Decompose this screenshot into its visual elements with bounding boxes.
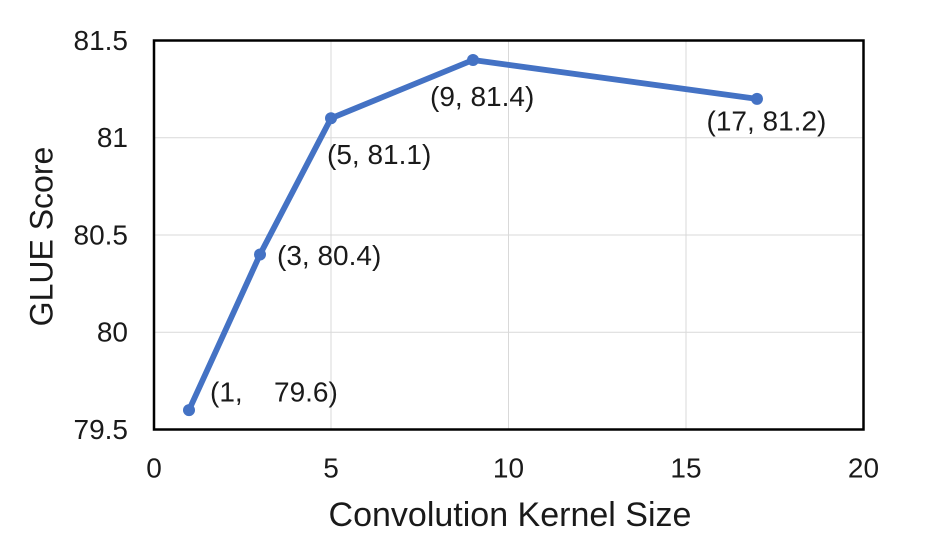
svg-text:0: 0 bbox=[146, 453, 162, 484]
svg-text:(1,: (1, bbox=[210, 377, 243, 408]
svg-text:15: 15 bbox=[670, 453, 701, 484]
svg-text:79.5: 79.5 bbox=[74, 414, 129, 445]
svg-text:(9, 81.4): (9, 81.4) bbox=[430, 81, 534, 112]
svg-text:(3, 80.4): (3, 80.4) bbox=[277, 240, 381, 271]
svg-text:20: 20 bbox=[848, 453, 879, 484]
svg-text:5: 5 bbox=[323, 453, 339, 484]
svg-text:Convolution Kernel Size: Convolution Kernel Size bbox=[329, 496, 692, 534]
svg-text:81: 81 bbox=[97, 122, 128, 153]
svg-text:80.5: 80.5 bbox=[74, 219, 129, 250]
svg-text:10: 10 bbox=[493, 453, 524, 484]
svg-text:79.6): 79.6) bbox=[274, 377, 338, 408]
svg-text:(17, 81.2): (17, 81.2) bbox=[707, 106, 827, 137]
svg-text:80: 80 bbox=[97, 317, 128, 348]
svg-text:(5, 81.1): (5, 81.1) bbox=[327, 139, 431, 170]
svg-text:GLUE Score: GLUE Score bbox=[24, 147, 60, 327]
svg-text:81.5: 81.5 bbox=[74, 25, 129, 56]
